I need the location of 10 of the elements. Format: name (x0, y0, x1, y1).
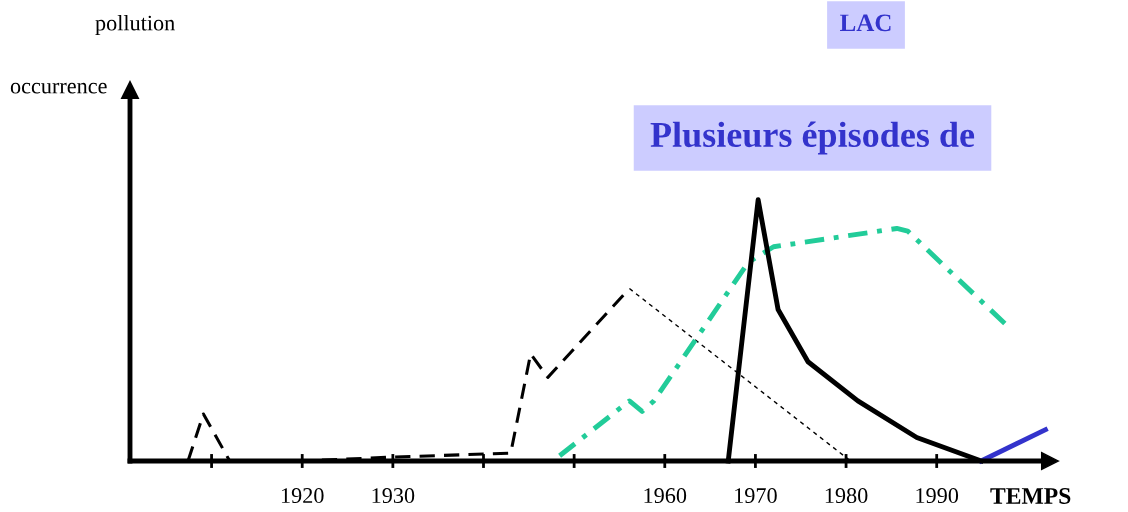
text: pollution occurrence (10, 14, 175, 94)
chart-title: LAC (840, 14, 891, 32)
x-tick-label: 1960 (644, 488, 687, 504)
x-tick-label: 1980 (825, 488, 868, 504)
x-tick-label: 1990 (916, 488, 959, 504)
text: Plusieurs épisodes de (650, 121, 975, 155)
x-axis-title: TEMPS (990, 488, 1071, 504)
x-tick-label: 1930 (372, 488, 415, 504)
x-tick-label: 1970 (735, 488, 777, 504)
x-tick-label: 1920 (281, 488, 324, 504)
